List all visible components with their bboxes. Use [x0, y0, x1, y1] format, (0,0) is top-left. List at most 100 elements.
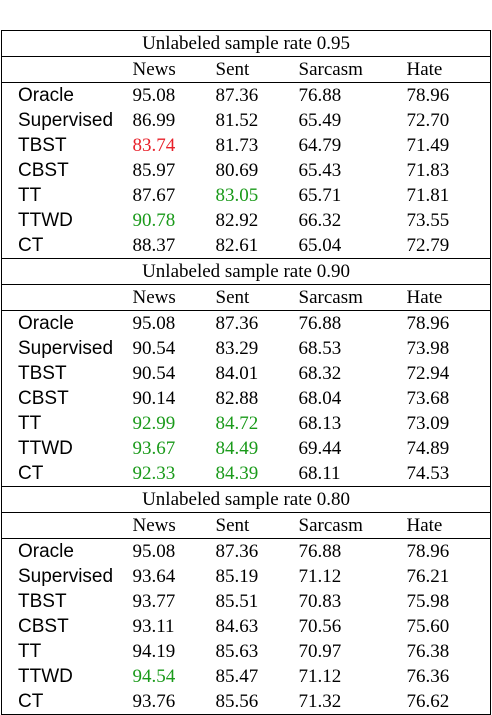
- score-cell: 71.12: [298, 666, 342, 687]
- score-cell: 93.67: [132, 438, 176, 459]
- method-name: TBST: [1, 589, 133, 614]
- method-name: TT: [1, 639, 133, 664]
- method-name: TBST: [1, 361, 133, 386]
- score-cell: 65.04: [298, 233, 407, 259]
- table-row: CBST 90.14 82.88 68.04 73.68: [1, 386, 492, 411]
- header-row: News Sent Sarcasm Hate: [1, 512, 492, 539]
- score-cell: 68.53: [298, 338, 342, 359]
- method-name: CBST: [1, 614, 133, 639]
- section-title-row: Unlabeled sample rate 0.95: [0, 30, 492, 57]
- score-cell: 83.29: [215, 338, 259, 359]
- score-cell: 78.96: [406, 82, 492, 108]
- score-cell: 73.98: [406, 336, 492, 361]
- score-cell: 73.09: [406, 411, 492, 436]
- score-cell: 84.39: [215, 461, 299, 487]
- header-cell: Hate: [406, 56, 492, 83]
- table-row: TBST 93.77 85.51 70.83 75.98: [1, 589, 492, 614]
- header-cell: News: [132, 284, 216, 311]
- score-cell: 68.32: [298, 363, 342, 384]
- score-cell: 81.73: [215, 135, 259, 156]
- score-cell: 72.94: [406, 361, 492, 386]
- score-cell: 83.74: [132, 135, 176, 156]
- score-cell: 95.08: [132, 85, 176, 106]
- score-cell: 88.37: [132, 233, 216, 259]
- score-cell: 92.33: [132, 461, 216, 487]
- score-cell: 83.05: [215, 185, 259, 206]
- score-cell: 93.11: [132, 616, 175, 637]
- score-cell: 87.67: [132, 185, 176, 206]
- method-name: Oracle: [1, 538, 133, 564]
- table-row: CT 93.76 85.56 71.32 76.62: [1, 689, 492, 715]
- table-row: Supervised 90.54 83.29 68.53 73.98: [1, 336, 492, 361]
- score-cell: 73.68: [406, 386, 492, 411]
- score-cell: 78.96: [406, 538, 492, 564]
- header-cell: Sent: [215, 56, 299, 83]
- header-cell: Sarcasm: [298, 56, 407, 83]
- score-cell: 71.32: [298, 689, 407, 715]
- method-name: CBST: [1, 158, 133, 183]
- score-cell: 93.64: [132, 566, 176, 587]
- score-cell: 76.21: [406, 564, 492, 589]
- method-name: TTWD: [1, 664, 133, 689]
- header-cell: Sarcasm: [298, 284, 407, 311]
- score-cell: 75.98: [406, 589, 492, 614]
- score-cell: 71.83: [406, 158, 492, 183]
- score-cell: 76.88: [298, 85, 342, 106]
- score-cell: 85.63: [215, 641, 259, 662]
- score-cell: 84.49: [215, 438, 259, 459]
- header-cell: Sent: [215, 512, 299, 539]
- table-row: CT 92.33 84.39 68.11 74.53: [1, 461, 492, 487]
- score-cell: 84.72: [215, 413, 259, 434]
- score-cell: 76.38: [406, 639, 492, 664]
- table-row: Oracle 95.08 87.36 76.88 78.96: [1, 538, 492, 564]
- score-cell: 95.08: [132, 313, 176, 334]
- score-cell: 68.11: [298, 461, 407, 487]
- header-cell: Sent: [215, 284, 299, 311]
- header-cell: News: [132, 512, 216, 539]
- score-cell: 87.36: [215, 313, 259, 334]
- method-name: CT: [1, 689, 133, 715]
- section-title-row: Unlabeled sample rate 0.80: [0, 486, 492, 513]
- score-cell: 69.44: [298, 438, 342, 459]
- score-cell: 72.79: [406, 233, 492, 259]
- method-name: Supervised: [1, 564, 133, 589]
- score-cell: 65.43: [298, 160, 342, 181]
- score-cell: 64.79: [298, 135, 342, 156]
- section-title: Unlabeled sample rate 0.80: [0, 486, 492, 513]
- score-cell: 68.13: [298, 413, 342, 434]
- score-cell: 82.61: [215, 233, 299, 259]
- score-cell: 95.08: [132, 541, 176, 562]
- method-name: Supervised: [1, 108, 133, 133]
- header-cell: News: [132, 56, 216, 83]
- score-cell: 87.36: [215, 85, 259, 106]
- header-cell: Hate: [406, 284, 492, 311]
- method-name: Oracle: [1, 310, 133, 336]
- score-cell: 76.88: [298, 313, 342, 334]
- score-cell: 66.32: [298, 210, 342, 231]
- header-cell: Sarcasm: [298, 512, 407, 539]
- score-cell: 71.12: [298, 566, 342, 587]
- table-row: TT 87.67 83.05 65.71 71.81: [1, 183, 492, 208]
- table-row: Supervised 86.99 81.52 65.49 72.70: [1, 108, 492, 133]
- table-row: TTWD 94.54 85.47 71.12 76.36: [1, 664, 492, 689]
- score-cell: 85.56: [215, 689, 299, 715]
- table-row: Oracle 95.08 87.36 76.88 78.96: [1, 82, 492, 108]
- score-cell: 92.99: [132, 413, 176, 434]
- score-cell: 90.78: [132, 210, 176, 231]
- method-name: CBST: [1, 386, 133, 411]
- score-cell: 94.54: [132, 666, 176, 687]
- score-cell: 78.96: [406, 310, 492, 336]
- header-row: News Sent Sarcasm Hate: [1, 284, 492, 311]
- table-row: CBST 93.11 84.63 70.56 75.60: [1, 614, 492, 639]
- score-cell: 93.76: [132, 689, 216, 715]
- section-title-row: Unlabeled sample rate 0.90: [0, 258, 492, 285]
- table-row: TTWD 90.78 82.92 66.32 73.55: [1, 208, 492, 233]
- score-cell: 75.60: [406, 614, 492, 639]
- table-row: TT 92.99 84.72 68.13 73.09: [1, 411, 492, 436]
- method-name: TTWD: [1, 436, 133, 461]
- score-cell: 70.83: [298, 591, 342, 612]
- score-cell: 85.47: [215, 666, 259, 687]
- score-cell: 84.63: [215, 616, 259, 637]
- method-name: Oracle: [1, 82, 133, 108]
- score-cell: 71.49: [406, 133, 492, 158]
